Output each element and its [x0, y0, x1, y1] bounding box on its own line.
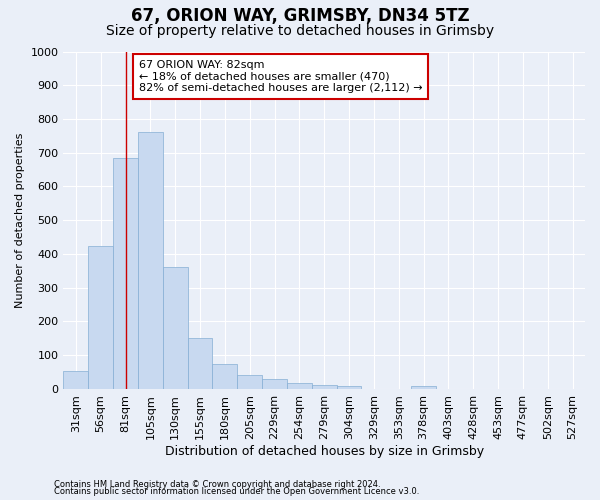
Text: 67 ORION WAY: 82sqm
← 18% of detached houses are smaller (470)
82% of semi-detac: 67 ORION WAY: 82sqm ← 18% of detached ho…	[139, 60, 422, 93]
Bar	[113, 158, 138, 389]
Bar	[337, 386, 361, 389]
Bar	[411, 386, 436, 389]
Bar	[64, 372, 88, 389]
Bar	[312, 385, 337, 389]
Text: Size of property relative to detached houses in Grimsby: Size of property relative to detached ho…	[106, 24, 494, 38]
Bar	[188, 338, 212, 389]
Y-axis label: Number of detached properties: Number of detached properties	[15, 132, 25, 308]
Bar	[287, 383, 312, 389]
Bar	[237, 376, 262, 389]
X-axis label: Distribution of detached houses by size in Grimsby: Distribution of detached houses by size …	[164, 444, 484, 458]
Text: Contains HM Land Registry data © Crown copyright and database right 2024.: Contains HM Land Registry data © Crown c…	[54, 480, 380, 489]
Text: Contains public sector information licensed under the Open Government Licence v3: Contains public sector information licen…	[54, 487, 419, 496]
Bar	[88, 246, 113, 389]
Text: 67, ORION WAY, GRIMSBY, DN34 5TZ: 67, ORION WAY, GRIMSBY, DN34 5TZ	[131, 8, 469, 26]
Bar	[262, 379, 287, 389]
Bar	[163, 267, 188, 389]
Bar	[138, 132, 163, 389]
Bar	[212, 364, 237, 389]
